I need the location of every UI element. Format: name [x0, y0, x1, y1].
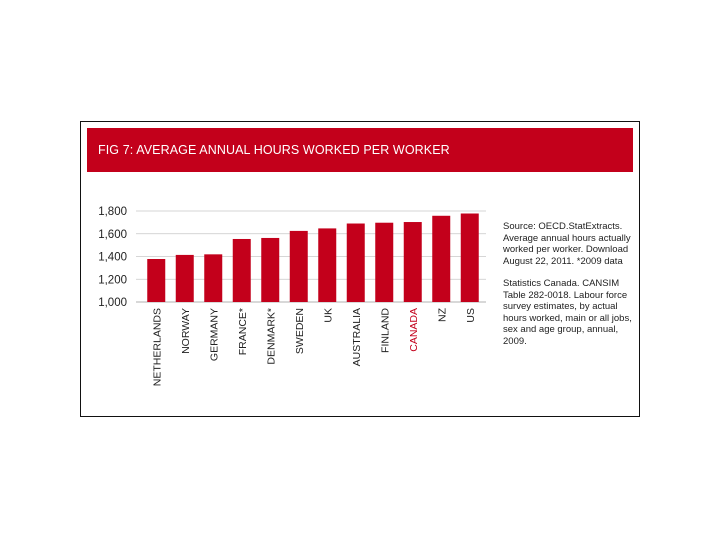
x-category-label: SWEDEN — [294, 308, 306, 354]
bar-australia — [346, 223, 365, 302]
x-category-label: GERMANY — [208, 308, 220, 361]
bar-nz — [432, 215, 451, 302]
chart-title: FIG 7: AVERAGE ANNUAL HOURS WORKED PER W… — [98, 143, 450, 157]
bar-canada — [403, 222, 422, 302]
x-category-label: FINLAND — [379, 308, 391, 353]
x-category-label: UK — [322, 308, 334, 323]
x-category-label: CANADA — [408, 308, 420, 352]
bar-germany — [204, 254, 223, 302]
x-category-label: US — [465, 308, 477, 323]
bar-denmark — [261, 237, 280, 302]
y-tick-label: 1,400 — [98, 252, 127, 264]
x-category-label: FRANCE* — [237, 308, 249, 355]
bar-norway — [175, 254, 194, 302]
y-axis-ticks: 1,000 1,200 1,400 1,600 1,800 — [98, 206, 127, 309]
source-note-oecd: Source: OECD.StatExtracts. Average annua… — [503, 221, 631, 267]
x-category-label: NETHERLANDS — [151, 308, 163, 386]
x-category-label: NZ — [436, 307, 448, 322]
bar-sweden — [289, 230, 308, 302]
y-tick-label: 1,600 — [98, 229, 127, 241]
bar-us — [460, 213, 479, 302]
bars — [147, 213, 479, 302]
bar-finland — [375, 222, 394, 302]
title-bar: FIG 7: AVERAGE ANNUAL HOURS WORKED PER W… — [87, 128, 633, 172]
x-axis-labels: NETHERLANDS NORWAY GERMANY FRANCE* DENMARK* S… — [151, 307, 477, 386]
y-tick-label: 1,800 — [98, 206, 127, 218]
y-tick-label: 1,000 — [98, 297, 127, 309]
source-note-statcan: Statistics Canada. CANSIM Table 282-0018… — [503, 278, 632, 347]
x-category-label: NORWAY — [180, 308, 192, 354]
bar-netherlands — [147, 259, 166, 302]
gridlines — [136, 210, 486, 303]
bar-france — [232, 238, 251, 302]
x-category-label: AUSTRALIA — [351, 308, 363, 366]
x-category-label: DENMARK* — [265, 308, 277, 365]
bar-uk — [318, 228, 337, 302]
y-tick-label: 1,200 — [98, 274, 127, 286]
source-notes: Source: OECD.StatExtracts. Average annua… — [503, 221, 633, 358]
